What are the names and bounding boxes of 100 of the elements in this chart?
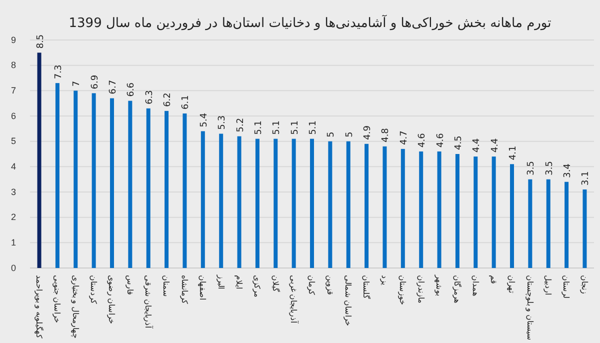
x-tick-label: ایلام — [234, 275, 244, 289]
bar — [219, 134, 224, 268]
bar — [37, 52, 42, 268]
y-tick-label: 7 — [10, 86, 16, 96]
x-tick-label: کرمانشاه — [180, 275, 189, 304]
data-label: 5.1 — [272, 120, 282, 135]
bar — [474, 156, 478, 268]
bar — [528, 179, 532, 268]
data-label: 3.5 — [526, 161, 537, 176]
bar — [546, 179, 550, 268]
data-label: 4.9 — [363, 125, 374, 140]
x-tick-label: آذربایجان شرقی — [144, 275, 154, 330]
bar — [510, 164, 514, 268]
data-label: 4.6 — [436, 132, 446, 148]
x-tick-label: خراسان رضوی — [107, 275, 116, 324]
data-label: 3.5 — [544, 161, 555, 176]
data-label: 3.1 — [581, 171, 592, 186]
bar — [292, 138, 296, 268]
x-tick-label: سیستان و بلوچستان — [525, 275, 534, 340]
bar — [274, 138, 278, 268]
x-tick-label: گیلان — [270, 275, 281, 292]
x-tick-label: بوشهر — [434, 274, 444, 296]
x-tick-label: لرستان — [562, 275, 571, 298]
x-tick-label: آذربایجان غربی — [289, 275, 300, 324]
data-label: 4.8 — [381, 128, 392, 142]
data-label: 4.1 — [508, 146, 518, 160]
bar — [328, 141, 332, 268]
x-tick-label: البرز — [216, 274, 226, 289]
bar — [419, 151, 424, 268]
bar — [564, 182, 569, 268]
x-tick-label: تهران — [507, 275, 516, 293]
y-tick-label: 8 — [10, 60, 16, 70]
bar — [92, 93, 96, 268]
x-tick-label: کردستان — [89, 275, 98, 304]
bar — [400, 148, 405, 268]
bar — [110, 98, 114, 268]
bar — [128, 100, 132, 268]
y-tick-label: 9 — [10, 34, 16, 45]
x-tick-label: مرکزی — [252, 275, 262, 297]
chart-title: تورم ماهانه بخش خوراکی‌ها و آشامیدنی‌ها و دخانیات استان‌ها در فروردین ماه سال 1399 — [68, 14, 552, 31]
data-label: 4.5 — [454, 136, 464, 150]
data-label: 5 — [326, 132, 337, 138]
y-tick-label: 2 — [10, 212, 16, 222]
bar — [346, 141, 350, 268]
data-label: 6.1 — [181, 95, 192, 110]
y-tick-label: 4 — [10, 162, 16, 172]
bar — [237, 136, 242, 268]
bar — [146, 108, 150, 268]
x-tick-label: زنجان — [580, 275, 589, 294]
data-label: 5.2 — [236, 118, 246, 132]
data-label: 4.4 — [472, 138, 482, 153]
data-label: 4.6 — [418, 132, 428, 148]
x-tick-label: گلستان — [362, 275, 372, 299]
bar — [164, 110, 169, 268]
x-tick-label: چهارمحال و بختیاری — [70, 275, 80, 338]
x-tick-label: خوزستان — [398, 275, 408, 305]
data-label: 5.3 — [218, 115, 228, 130]
bar — [492, 156, 496, 268]
x-tick-label: هرمزگان — [452, 275, 463, 303]
data-label: 5 — [344, 132, 355, 138]
x-tick-label: یزد — [380, 275, 389, 285]
x-tick-label: سمنان — [162, 275, 171, 297]
x-tick-label: اردبیل — [544, 275, 553, 295]
data-label: 3.4 — [563, 163, 574, 178]
data-label: 6.6 — [126, 82, 137, 97]
data-label: 4.7 — [399, 130, 410, 145]
y-tick-label: 1 — [10, 238, 16, 248]
data-label: 6.9 — [90, 74, 100, 90]
x-tick-label: اصفهان — [198, 275, 208, 300]
data-label: 5.1 — [290, 120, 300, 135]
x-tick-label: مازندران — [416, 275, 426, 303]
x-tick-label: فارس — [125, 275, 134, 295]
bar — [74, 90, 78, 268]
bar — [364, 144, 369, 268]
data-label: 5.1 — [308, 120, 318, 135]
bar — [582, 189, 587, 268]
bar — [182, 113, 187, 268]
y-tick-label: 0 — [10, 262, 16, 273]
y-tick-label: 3 — [10, 186, 16, 197]
bar — [255, 138, 260, 268]
data-label: 5.1 — [254, 120, 264, 135]
data-label: 4.4 — [490, 138, 500, 153]
bar — [55, 83, 60, 268]
bar — [455, 154, 460, 268]
bar — [382, 146, 387, 268]
x-tick-label: خراسان جنوبی — [52, 275, 62, 324]
y-tick-label: 5 — [10, 136, 16, 146]
y-tick-label: 6 — [10, 110, 16, 121]
x-tick-label: خراسان شمالی — [344, 275, 353, 326]
bar — [310, 138, 314, 268]
x-tick-label: کرمان — [307, 275, 316, 295]
data-label: 7.3 — [54, 64, 64, 80]
x-tick-label: قزوین — [325, 275, 334, 295]
data-label: 6.7 — [108, 80, 118, 94]
data-label: 7 — [72, 80, 82, 87]
x-tick-label: کهگیلویه و بویراحمد — [34, 275, 44, 338]
data-label: 8.5 — [36, 34, 46, 49]
bar — [200, 131, 205, 268]
x-tick-label: همدان — [470, 275, 480, 296]
data-label: 6.3 — [144, 90, 155, 104]
